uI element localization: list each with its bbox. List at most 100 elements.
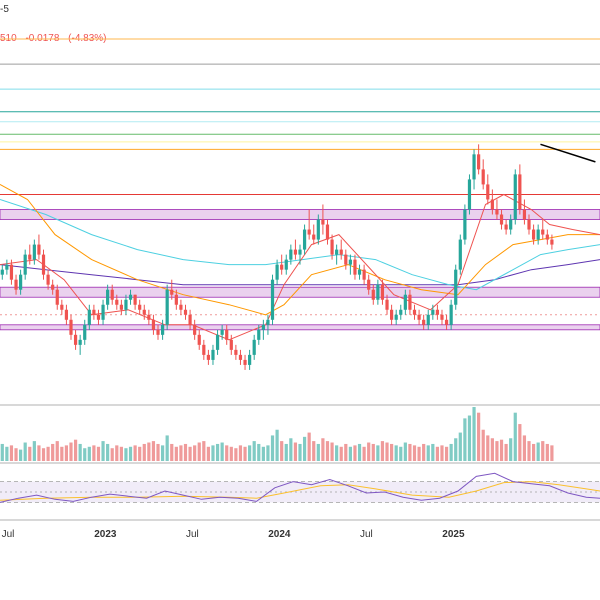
volume-bar (0, 443, 4, 461)
volume-bar (87, 446, 91, 461)
candle (399, 304, 403, 320)
candle (444, 314, 449, 330)
candle-body (133, 294, 137, 305)
volume-bar (115, 445, 119, 461)
volume-bar (37, 445, 41, 461)
candle (412, 304, 417, 320)
rsi-line (0, 472, 600, 503)
volume-bar (472, 407, 476, 461)
volume-bar (78, 443, 82, 461)
volume-bar (9, 445, 14, 461)
volume-bar (238, 445, 243, 461)
volume-bar (60, 446, 64, 461)
candle (69, 314, 73, 340)
volume-bar (261, 446, 265, 461)
candle (128, 289, 133, 305)
candle-body (371, 289, 375, 300)
candle-body (403, 294, 407, 310)
candle-body (252, 339, 256, 355)
candle (124, 294, 128, 315)
volume-bar (527, 441, 531, 461)
candle-body (522, 209, 527, 220)
candle-body (124, 299, 128, 310)
candle-body (454, 269, 458, 305)
candle (14, 274, 18, 295)
candle-body (408, 294, 412, 310)
candle (302, 224, 307, 255)
candlesticks (0, 144, 554, 370)
candle-body (28, 254, 32, 260)
candle-body (399, 309, 403, 315)
candle-body (531, 229, 536, 240)
candle (225, 324, 229, 345)
candle-body (280, 264, 284, 270)
price-change-percent: (-4.83%) (68, 33, 107, 44)
candle-body (243, 359, 247, 365)
candle (371, 284, 375, 305)
volume-bar (353, 445, 357, 461)
candle (215, 329, 220, 355)
candle (330, 234, 334, 260)
candle (357, 264, 362, 280)
candle (289, 244, 293, 265)
x-tick-label: 2025 (442, 529, 465, 540)
volume-bar (467, 415, 472, 461)
candle (550, 234, 554, 250)
trendline-group[interactable] (540, 143, 596, 163)
ma-long-line (0, 259, 600, 286)
candle (160, 319, 165, 340)
candle (545, 229, 549, 245)
volume-bar (325, 441, 330, 461)
candle-body (60, 304, 64, 310)
candle (426, 309, 430, 330)
volume-bar (211, 445, 215, 461)
volume-bar (28, 446, 32, 461)
volume-bar (440, 445, 444, 461)
candle (151, 314, 156, 335)
volume-bar (316, 443, 320, 461)
candle (32, 239, 36, 265)
candle-body (248, 354, 252, 365)
candle (142, 304, 146, 320)
volume-bar (550, 445, 554, 461)
volume-bar (14, 448, 18, 461)
candle-body (490, 199, 494, 210)
candle (518, 164, 522, 215)
candle (431, 304, 435, 320)
candle (220, 324, 224, 340)
candle (312, 224, 316, 245)
candle-body (426, 314, 430, 325)
candle-body (225, 329, 229, 340)
candle-body (444, 319, 449, 325)
volume-bar (229, 446, 233, 461)
volume-bar (399, 446, 403, 461)
symbol-label: -5 (0, 4, 9, 15)
candle (472, 149, 476, 190)
candle (270, 274, 275, 325)
volume-bar (330, 442, 334, 461)
candle-body (266, 319, 270, 325)
price-change-readout: 510 -0.0178 (-4.83%) (0, 33, 113, 44)
volume-bar (449, 443, 453, 461)
candle-body (385, 299, 389, 310)
volume-bar (481, 429, 485, 461)
volume-bar (142, 443, 146, 461)
candle-body (344, 254, 348, 265)
candle-body (46, 274, 50, 285)
volume-bar (110, 448, 114, 461)
ma-mid-line (0, 183, 600, 316)
volume-bar (73, 439, 78, 461)
candle (51, 279, 55, 295)
candle-body (472, 154, 476, 180)
candle-body (527, 219, 531, 230)
candle (156, 324, 160, 340)
candle-body (486, 184, 490, 200)
candle (284, 254, 288, 275)
candle (316, 214, 320, 245)
volume-bar (518, 424, 522, 461)
candle-body (339, 249, 343, 255)
volume-bar (193, 445, 197, 461)
candle (339, 239, 343, 260)
volume-bar (435, 446, 440, 461)
